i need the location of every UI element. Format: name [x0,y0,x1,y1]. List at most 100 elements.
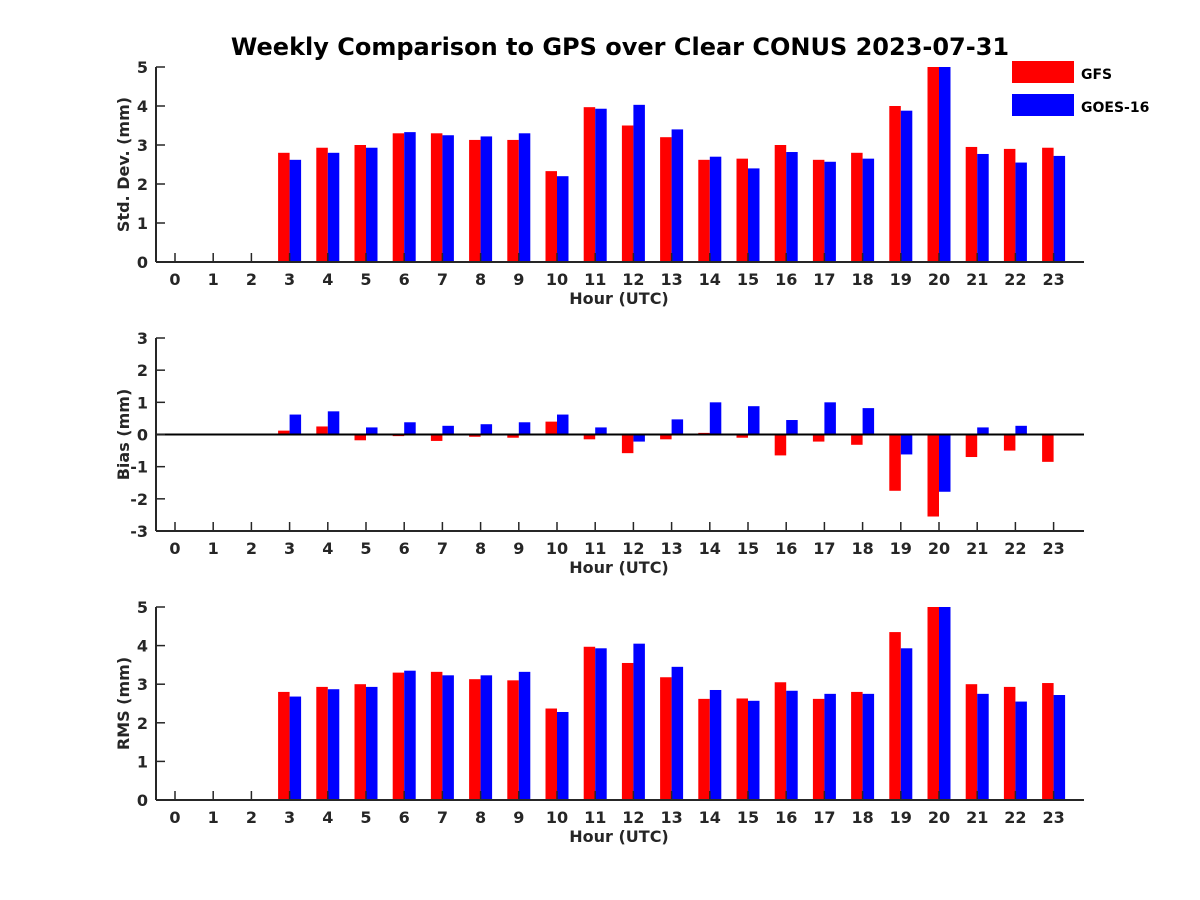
bar-bias-gfs-13 [660,434,672,440]
bar-std-goes16-11 [595,108,607,262]
x-tick-label-bias-4: 4 [322,539,333,558]
y-tick-label-rms-4: 4 [137,637,148,656]
bar-bias-goes16-21 [977,427,989,435]
bar-std-goes16-21 [977,153,989,262]
x-tick-label-bias-11: 11 [584,539,606,558]
bar-rms-goes16-19 [900,648,913,800]
bar-bias-gfs-23 [1042,434,1054,462]
y-tick-label-std-2: 2 [137,175,148,194]
y-tick-label-std-3: 3 [137,136,148,155]
bar-bias-goes16-10 [557,414,569,435]
bar-rms-gfs-3 [278,691,290,800]
bar-rms-goes16-20 [939,607,951,800]
x-tick-label-bias-21: 21 [966,539,988,558]
x-tick-label-bias-1: 1 [208,539,219,558]
x-tick-label-bias-17: 17 [813,539,835,558]
bar-std-gfs-19 [889,106,901,262]
bar-std-gfs-15 [736,158,748,262]
chart-title: Weekly Comparison to GPS over Clear CONU… [231,33,1009,61]
bar-std-gfs-9 [507,139,519,262]
bar-std-gfs-12 [621,125,634,262]
bar-rms-goes16-9 [518,671,531,800]
bar-rms-gfs-23 [1042,683,1054,800]
legend-label-gfs: GFS [1081,67,1112,83]
y-tick-label-rms-5: 5 [137,598,148,617]
legend-swatch-gfs [1012,61,1074,83]
x-tick-label-bias-15: 15 [737,539,759,558]
y-tick-label-bias-3: 3 [137,329,148,348]
bar-bias-goes16-4 [327,411,340,435]
bar-std-goes16-16 [786,152,798,262]
bar-rms-goes16-8 [480,675,493,800]
bar-rms-gfs-9 [507,680,519,800]
bar-std-gfs-13 [660,137,672,262]
x-tick-label-bias-22: 22 [1004,539,1026,558]
y-tick-label-bias--3: -3 [130,522,148,541]
bar-rms-gfs-16 [774,682,787,800]
y-axis-label-std: Std. Dev. (mm) [114,97,133,232]
x-tick-label-std-12: 12 [622,270,644,289]
bar-bias-gfs-21 [965,434,978,458]
bar-std-gfs-23 [1042,147,1054,262]
x-tick-label-std-16: 16 [775,270,797,289]
x-tick-label-rms-8: 8 [475,808,486,827]
bar-std-goes16-22 [1015,162,1027,262]
x-tick-label-std-22: 22 [1004,270,1026,289]
bar-rms-gfs-10 [545,708,557,800]
bar-bias-gfs-18 [851,434,863,445]
y-tick-label-bias--2: -2 [130,490,148,509]
y-tick-label-bias--1: -1 [130,458,148,477]
bar-bias-goes16-18 [862,408,875,435]
x-tick-label-rms-5: 5 [360,808,371,827]
x-tick-label-rms-22: 22 [1004,808,1026,827]
x-tick-label-std-17: 17 [813,270,835,289]
bar-bias-gfs-5 [354,434,366,441]
x-tick-label-rms-7: 7 [437,808,448,827]
x-tick-label-bias-19: 19 [890,539,912,558]
bar-bias-gfs-17 [812,434,825,442]
x-tick-label-std-7: 7 [437,270,448,289]
x-tick-label-rms-21: 21 [966,808,988,827]
y-tick-label-bias-2: 2 [137,361,148,380]
x-tick-label-std-11: 11 [584,270,606,289]
x-tick-label-bias-8: 8 [475,539,486,558]
x-tick-label-rms-12: 12 [622,808,644,827]
y-tick-label-std-1: 1 [137,214,148,233]
x-tick-label-bias-18: 18 [851,539,873,558]
bar-std-goes16-14 [709,156,722,262]
x-tick-label-std-13: 13 [660,270,682,289]
bar-rms-gfs-14 [698,698,710,800]
bar-std-goes16-10 [557,176,569,262]
x-tick-label-std-0: 0 [169,270,180,289]
x-tick-label-bias-10: 10 [546,539,568,558]
x-tick-label-bias-3: 3 [284,539,295,558]
bar-rms-gfs-15 [736,698,748,800]
x-tick-label-rms-11: 11 [584,808,606,827]
bar-std-goes16-20 [939,67,951,262]
x-tick-label-std-10: 10 [546,270,568,289]
y-tick-label-rms-0: 0 [137,791,148,810]
x-tick-label-bias-6: 6 [399,539,410,558]
bar-rms-gfs-20 [927,607,939,800]
x-tick-label-rms-3: 3 [284,808,295,827]
bar-std-gfs-17 [812,159,825,262]
bar-bias-goes16-22 [1015,425,1027,435]
x-tick-label-rms-1: 1 [208,808,219,827]
x-tick-label-std-9: 9 [513,270,524,289]
x-tick-label-bias-16: 16 [775,539,797,558]
bar-rms-gfs-8 [469,679,481,800]
bar-bias-gfs-19 [889,434,901,491]
legend: GFS GOES-16 [1012,61,1149,116]
bar-bias-goes16-11 [595,427,607,435]
bar-bias-goes16-16 [786,420,798,435]
x-tick-label-rms-18: 18 [851,808,873,827]
x-tick-label-std-20: 20 [928,270,950,289]
bar-bias-goes16-7 [442,425,454,435]
bar-bias-gfs-7 [430,434,443,441]
bar-std-goes16-3 [289,159,302,262]
bar-rms-goes16-3 [289,696,302,800]
y-tick-label-bias-0: 0 [137,426,148,445]
